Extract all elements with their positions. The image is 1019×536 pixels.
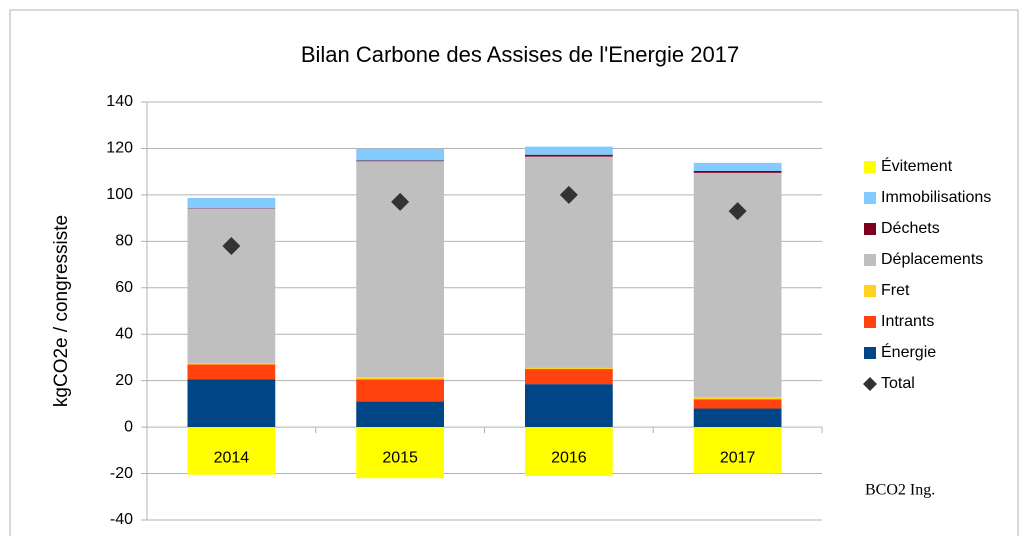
x-tick-label: 2017: [720, 449, 756, 466]
x-tick-label: 2014: [214, 449, 250, 466]
legend-label: Évitement: [881, 156, 953, 175]
chart-title: Bilan Carbone des Assises de l'Energie 2…: [301, 42, 739, 67]
legend-label: Fret: [881, 282, 910, 299]
y-tick-label: 0: [124, 418, 133, 435]
bar-segment: [693, 170, 782, 173]
legend-label: Total: [881, 375, 915, 392]
legend-swatch: [864, 161, 876, 173]
legend-swatch: [864, 254, 876, 266]
legend-swatch: [864, 347, 876, 359]
total-marker: [222, 236, 241, 255]
legend-swatch: [864, 316, 876, 328]
y-axis-label: kgCO2e / congressiste: [51, 215, 72, 407]
bar-segment: [693, 408, 782, 428]
bar-segment: [356, 160, 444, 162]
bar-segment: [525, 369, 613, 385]
legend-label: Déchets: [881, 220, 940, 237]
y-tick-label: 120: [106, 140, 133, 157]
bar-segment: [356, 427, 444, 479]
legend-swatch: [864, 192, 876, 204]
x-tick-label: 2016: [551, 449, 587, 466]
bar-segment: [187, 363, 276, 365]
bar-segment: [187, 364, 276, 380]
bar-segment: [187, 197, 276, 209]
legend-label: Énergie: [881, 342, 936, 361]
bar-segment: [525, 367, 613, 370]
bar-segment: [356, 379, 444, 402]
bar-segment: [356, 148, 444, 161]
y-tick-label: 140: [106, 93, 133, 110]
y-tick-label: 60: [115, 279, 133, 296]
bar-segment: [187, 427, 276, 475]
chart-frame: [9, 9, 1019, 536]
y-tick-label: 20: [115, 372, 133, 389]
y-tick-label: -20: [110, 465, 133, 482]
legend-swatch: [863, 377, 877, 391]
bar-segment: [693, 427, 782, 474]
total-marker: [728, 202, 747, 221]
bar-segment: [356, 401, 444, 428]
total-marker: [559, 185, 578, 204]
bar-segment: [356, 377, 444, 380]
legend-label: Déplacements: [881, 251, 983, 268]
annotation: BCO2 Ing.: [865, 482, 935, 499]
bar-segment: [187, 208, 276, 364]
bar-segment: [525, 154, 613, 157]
total-marker: [391, 192, 410, 211]
bar-segment: [525, 384, 613, 428]
legend-swatch: [864, 285, 876, 297]
bar-segment: [693, 162, 782, 171]
legend-label: Intrants: [881, 313, 934, 330]
bar-segment: [693, 399, 782, 409]
y-tick-label: 80: [115, 233, 133, 250]
bar-segment: [693, 396, 782, 400]
legend-label: Immobilisations: [881, 189, 991, 206]
y-tick-label: 100: [106, 186, 133, 203]
legend-swatch: [864, 223, 876, 235]
x-tick-label: 2015: [382, 449, 418, 466]
bar-segment: [525, 146, 613, 155]
bar-segment: [187, 379, 276, 428]
bar-segment: [525, 427, 613, 476]
y-tick-label: 40: [115, 325, 133, 342]
y-tick-label: -40: [110, 511, 133, 528]
